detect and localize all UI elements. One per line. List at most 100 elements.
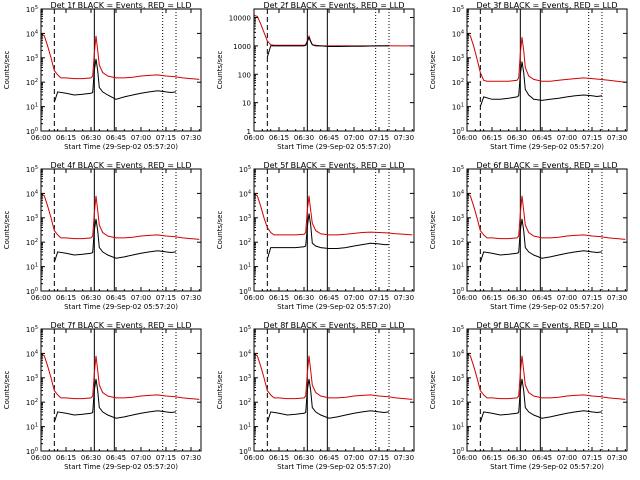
y-axis: 100 101 102 103 104 105	[239, 165, 414, 296]
events-series	[479, 61, 603, 107]
x-tick-label: 06:15	[269, 454, 289, 462]
y-tick-label: 102	[452, 238, 464, 247]
y-axis-label: Counts/sec	[3, 371, 11, 410]
y-tick-label: 104	[452, 189, 464, 198]
y-tick-label: 105	[26, 5, 38, 14]
events-series	[53, 218, 177, 263]
x-axis-label: Start Time (29-Sep-02 05:57:20)	[277, 143, 391, 151]
x-tick-label: 06:45	[106, 454, 126, 462]
y-tick-label: 100	[238, 71, 251, 79]
x-tick-label: 06:00	[31, 454, 51, 462]
y-tick-label: 105	[239, 165, 251, 174]
x-tick-label: 07:15	[582, 134, 602, 142]
x-tick-label: 06:30	[294, 134, 314, 142]
x-tick-label: 07:30	[394, 294, 414, 302]
x-tick-label: 06:45	[106, 134, 126, 142]
plot-frame	[466, 168, 628, 292]
events-series	[266, 378, 390, 423]
y-axis: 100 101 102 103 104 105	[26, 5, 201, 136]
detector-panel-9: 06:00 06:15 06:30 06:45 07:00 07:15 07:3010010…	[429, 321, 628, 471]
y-axis: 100 101 102 103 104 105	[239, 325, 414, 456]
lld-series	[254, 352, 413, 400]
y-tick-label: 100	[26, 287, 38, 296]
x-axis-label: Start Time (29-Sep-02 05:57:20)	[64, 463, 178, 471]
y-axis: 1 10 100 1000 10000	[229, 15, 414, 136]
y-axis: 100 101 102 103 104 105	[452, 165, 627, 296]
plot-frame	[40, 168, 202, 292]
series-group	[41, 32, 200, 103]
panel-title: Det 3f BLACK = Events, RED = LLD	[476, 1, 617, 10]
x-tick-label: 06:45	[319, 294, 339, 302]
x-tick-label: 06:15	[56, 454, 76, 462]
x-tick-label: 06:30	[507, 294, 527, 302]
time-markers	[479, 169, 603, 291]
time-markers	[53, 329, 177, 451]
lld-series	[41, 352, 200, 400]
y-tick-label: 101	[452, 263, 464, 272]
events-series	[266, 36, 389, 58]
series-group	[467, 352, 626, 423]
x-tick-label: 07:30	[181, 454, 201, 462]
x-tick-label: 06:00	[457, 454, 477, 462]
x-tick-label: 06:00	[244, 134, 264, 142]
x-tick-label: 06:15	[269, 134, 289, 142]
x-tick-label: 07:00	[344, 294, 364, 302]
x-tick-label: 06:00	[31, 134, 51, 142]
plot-frame	[253, 328, 415, 452]
y-tick-label: 103	[26, 214, 38, 223]
x-tick-label: 06:00	[457, 294, 477, 302]
detector-panel-1: 06:00 06:15 06:30 06:45 07:00 07:15 07:3010010…	[3, 1, 202, 151]
y-tick-label: 100	[239, 447, 251, 456]
x-axis-label: Start Time (29-Sep-02 05:57:20)	[277, 463, 391, 471]
y-tick-label: 104	[452, 29, 464, 38]
y-tick-label: 105	[239, 325, 251, 334]
panel-title: Det 7f BLACK = Events, RED = LLD	[50, 321, 191, 330]
x-tick-label: 06:15	[482, 134, 502, 142]
x-tick-label: 06:45	[106, 294, 126, 302]
x-tick-label: 06:00	[244, 294, 264, 302]
x-tick-label: 06:00	[457, 134, 477, 142]
y-axis-label: Counts/sec	[429, 371, 437, 410]
y-axis: 100 101 102 103 104 105	[26, 325, 201, 456]
x-tick-label: 07:15	[582, 294, 602, 302]
x-axis-label: Start Time (29-Sep-02 05:57:20)	[277, 303, 391, 311]
x-tick-label: 06:30	[294, 454, 314, 462]
x-tick-label: 07:15	[156, 454, 176, 462]
x-tick-label: 06:30	[81, 294, 101, 302]
y-tick-label: 102	[26, 398, 38, 407]
plot-frame	[253, 8, 415, 132]
y-tick-label: 102	[26, 238, 38, 247]
x-tick-label: 07:00	[557, 454, 577, 462]
detector-panel-4: 06:00 06:15 06:30 06:45 07:00 07:15 07:3010010…	[3, 161, 202, 311]
y-tick-label: 102	[452, 78, 464, 87]
x-tick-label: 07:00	[344, 454, 364, 462]
y-tick-label: 104	[239, 189, 251, 198]
x-tick-label: 07:00	[557, 294, 577, 302]
y-axis-label: Counts/sec	[216, 371, 224, 410]
x-tick-label: 07:00	[131, 454, 151, 462]
lld-series	[467, 352, 626, 400]
x-tick-label: 06:45	[532, 134, 552, 142]
panel-title: Det 2f BLACK = Events, RED = LLD	[263, 1, 404, 10]
series-group	[41, 352, 200, 423]
y-tick-label: 100	[452, 287, 464, 296]
y-tick-label: 103	[26, 374, 38, 383]
events-series	[266, 213, 389, 260]
plot-frame	[466, 328, 628, 452]
x-axis: 06:00 06:15 06:30 06:45 07:00 07:15 07:30	[457, 9, 627, 142]
time-markers	[479, 9, 603, 131]
time-markers	[266, 9, 390, 131]
x-tick-label: 07:15	[369, 134, 389, 142]
events-series	[53, 378, 177, 423]
lld-series	[467, 32, 626, 83]
x-tick-label: 06:45	[319, 454, 339, 462]
x-tick-label: 07:30	[607, 454, 627, 462]
y-tick-label: 104	[452, 349, 464, 358]
lld-series	[467, 192, 626, 240]
x-tick-label: 07:15	[582, 454, 602, 462]
y-axis: 100 101 102 103 104 105	[452, 325, 627, 456]
detector-panel-6: 06:00 06:15 06:30 06:45 07:00 07:15 07:3010010…	[429, 161, 628, 311]
y-tick-label: 100	[452, 127, 464, 136]
events-series	[53, 58, 177, 103]
y-tick-label: 104	[26, 189, 38, 198]
